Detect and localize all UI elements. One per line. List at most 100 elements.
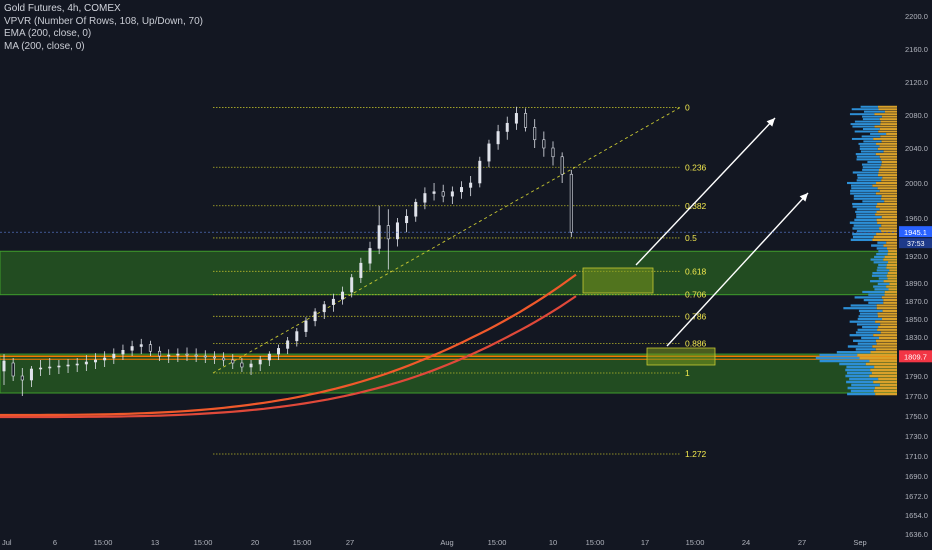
vp-bar-up bbox=[854, 120, 881, 123]
vp-bar-down bbox=[878, 326, 897, 329]
vp-bar-up bbox=[852, 125, 875, 128]
vp-bar-up bbox=[850, 389, 874, 393]
vp-bar-up bbox=[853, 195, 882, 198]
vp-bar-down bbox=[878, 130, 897, 133]
vp-bar-down bbox=[881, 160, 897, 164]
vp-bar-up bbox=[856, 155, 880, 158]
vp-bar-up bbox=[862, 115, 882, 118]
vp-bar-down bbox=[875, 205, 897, 208]
vp-bar-up bbox=[874, 288, 889, 291]
vp-bar-up bbox=[851, 184, 873, 187]
vp-bar-down bbox=[881, 215, 897, 219]
candle-body bbox=[222, 357, 226, 361]
vp-bar-down bbox=[889, 269, 897, 272]
vp-bar-up bbox=[849, 113, 875, 116]
vp-bar-down bbox=[873, 389, 897, 393]
vp-bar-down bbox=[876, 304, 897, 307]
vp-bar-up bbox=[876, 247, 888, 250]
countdown-tag bbox=[899, 238, 932, 249]
vp-bar-down bbox=[881, 179, 897, 182]
arrow-upper bbox=[635, 117, 776, 266]
drawings[interactable] bbox=[582, 117, 809, 366]
candle-body bbox=[377, 225, 381, 249]
vp-bar-up bbox=[878, 263, 887, 267]
vp-bar-up bbox=[873, 261, 889, 264]
vp-bar-down bbox=[859, 356, 897, 360]
candle-body bbox=[139, 344, 143, 347]
vp-bar-down bbox=[877, 221, 897, 224]
candle-body bbox=[295, 331, 299, 342]
time-tick: 17 bbox=[641, 538, 649, 547]
vp-bar-down bbox=[876, 181, 897, 185]
candle-body bbox=[469, 182, 473, 188]
vp-bar-up bbox=[859, 145, 880, 148]
vp-bar-down bbox=[876, 307, 897, 310]
time-axis[interactable]: Jul 6 15:00 13 15:00 20 15:00 27 Aug 15:00 10 15:00… bbox=[2, 538, 867, 547]
vp-bar-down bbox=[879, 155, 897, 158]
fibonacci-retracement[interactable]: 0 0.236 0.382 0.5 0.618 0.706 0.786 0.886 1 1.272 bbox=[212, 103, 707, 459]
vp-bar-up bbox=[843, 307, 877, 310]
vp-bar-down bbox=[874, 113, 897, 116]
vp-bar-up bbox=[854, 218, 877, 222]
vp-bar-down bbox=[886, 132, 897, 135]
candle-body bbox=[423, 193, 427, 203]
vp-bar-down bbox=[884, 290, 897, 294]
vp-bar-up bbox=[870, 280, 884, 283]
candle-body bbox=[395, 222, 399, 240]
price-tick: 1850.0 bbox=[905, 315, 928, 324]
candle-body bbox=[103, 357, 107, 361]
vp-bar-up bbox=[859, 147, 878, 150]
vp-bar-down bbox=[875, 153, 897, 156]
countdown-value: 37:53 bbox=[907, 241, 925, 248]
vp-bar-up bbox=[855, 331, 881, 334]
vp-bar-up bbox=[870, 258, 884, 261]
vp-bar-up bbox=[860, 105, 878, 108]
candle-body bbox=[524, 113, 528, 128]
candle-body bbox=[542, 139, 546, 149]
vp-bar-down bbox=[870, 351, 897, 354]
target-box-lower bbox=[646, 347, 716, 366]
vp-bar-up bbox=[853, 224, 882, 227]
vp-bar-down bbox=[883, 280, 897, 283]
vp-bar-up bbox=[850, 238, 873, 242]
vp-bar-down bbox=[857, 353, 897, 357]
vp-bar-up bbox=[856, 179, 882, 182]
vp-bar-down bbox=[875, 339, 897, 342]
vp-bar-up bbox=[860, 150, 884, 153]
vp-bar-up bbox=[849, 320, 876, 323]
price-tick: 1960.0 bbox=[905, 214, 928, 223]
vp-bar-down bbox=[877, 328, 897, 331]
vp-bar-down bbox=[870, 368, 897, 372]
price-tick: 2160.0 bbox=[905, 45, 928, 54]
vp-bar-up bbox=[862, 326, 879, 329]
vp-bar-up bbox=[857, 317, 882, 321]
vp-bar-down bbox=[882, 176, 897, 179]
price-tick: 2120.0 bbox=[905, 78, 928, 87]
vp-bar-down bbox=[879, 118, 897, 121]
vp-bar-up bbox=[862, 290, 885, 294]
vp-bar-up bbox=[846, 380, 874, 384]
vp-bar-up bbox=[847, 392, 876, 396]
vp-bar-up bbox=[861, 336, 879, 340]
candle-body bbox=[249, 363, 253, 368]
vp-bar-up bbox=[862, 168, 880, 171]
candle-body bbox=[350, 277, 354, 293]
vp-bar-up bbox=[876, 252, 888, 256]
price-tick: 1920.0 bbox=[905, 252, 928, 261]
moving-averages bbox=[0, 273, 577, 419]
vp-bar-down bbox=[886, 274, 897, 277]
candle-body bbox=[459, 187, 463, 193]
vp-bar-up bbox=[852, 205, 876, 208]
vp-bar-down bbox=[869, 359, 897, 363]
vp-bar-down bbox=[880, 323, 897, 326]
candle-body bbox=[57, 365, 61, 368]
candle-body bbox=[11, 362, 15, 377]
vp-bar-down bbox=[886, 285, 897, 288]
fib-label-0.786: 0.786 bbox=[685, 311, 707, 321]
vp-bar-down bbox=[888, 288, 897, 291]
vp-bar-up bbox=[868, 301, 884, 304]
candle-body bbox=[432, 191, 436, 194]
vp-bar-down bbox=[879, 168, 897, 171]
